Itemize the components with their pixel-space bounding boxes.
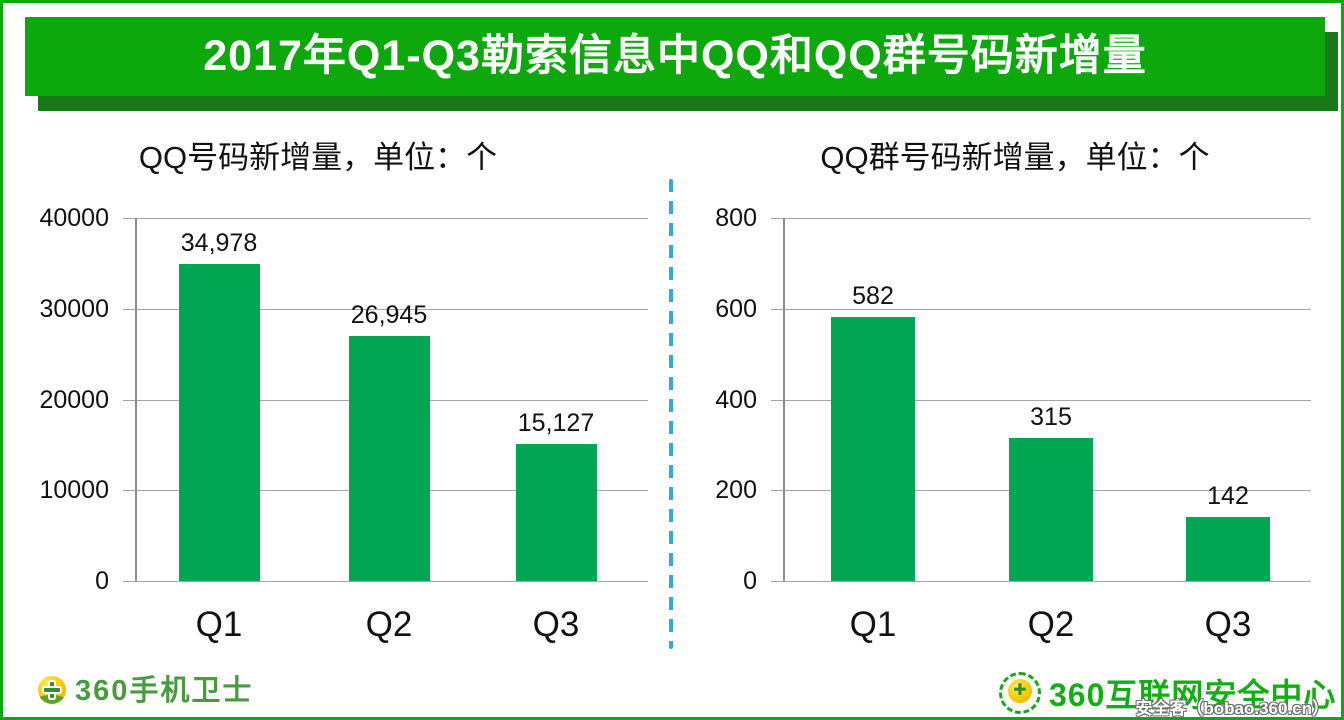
y-axis-tick-label: 400 [715, 385, 757, 414]
left-chart-title: QQ号码新增量，单位：个 [138, 140, 498, 175]
y-axis-tick-label: 200 [715, 476, 757, 505]
360-internet-security-center-wordmark: 360互联网安全中心 [1049, 677, 1337, 713]
wreath-ball-icon: ✚ [1008, 679, 1032, 703]
360-mobile-guard-wordmark: 360手机卫士 [75, 675, 254, 707]
gridline [771, 581, 1311, 582]
y-axis-tick-label: 20000 [39, 385, 109, 414]
x-axis-label: Q1 [849, 605, 897, 644]
y-axis-tick-label: 30000 [39, 294, 109, 323]
x-axis-label: Q1 [195, 605, 243, 644]
y-axis-tick-label: 800 [715, 204, 757, 232]
logo-cross-icon [44, 688, 60, 692]
right-chart-title: QQ群号码新增量，单位：个 [820, 140, 1210, 175]
x-axis-label: Q2 [365, 605, 413, 644]
gridline [771, 399, 1311, 401]
bar-value-label: 142 [1207, 481, 1249, 510]
gridline [771, 218, 1311, 219]
y-axis-line [783, 218, 785, 581]
gridline [123, 581, 648, 582]
bar-value-label: 34,978 [180, 228, 258, 257]
bar-value-label: 582 [852, 281, 894, 310]
page-title: 2017年Q1-Q3勒索信息中QQ和QQ群号码新增量 [203, 32, 1147, 80]
watermark-text: 安全客（bobao.360.cn） [1135, 699, 1329, 718]
bar-q1 [831, 316, 915, 581]
logo-swoosh [38, 695, 66, 704]
bar-q3 [1186, 516, 1270, 581]
y-axis-tick-label: 40000 [39, 204, 109, 232]
gridline [123, 218, 648, 219]
y-axis-tick-label: 0 [95, 567, 109, 595]
gridline [123, 308, 648, 310]
bar-q1 [178, 263, 260, 581]
bar-q2 [1009, 438, 1093, 581]
y-axis-line [135, 218, 137, 581]
y-axis-tick-label: 0 [743, 567, 757, 595]
bar-value-label: 15,127 [517, 408, 595, 437]
title-banner: 2017年Q1-Q3勒索信息中QQ和QQ群号码新增量 [25, 17, 1325, 96]
vertical-dashed-divider [669, 179, 673, 649]
gridline [771, 308, 1311, 310]
y-axis-tick-label: 600 [715, 294, 757, 323]
bar-value-label: 26,945 [350, 301, 428, 330]
360-security-center-emblem-icon: ✚ [998, 671, 1042, 715]
bar-q3 [515, 443, 597, 581]
x-axis-label: Q3 [1204, 605, 1252, 644]
360-mobile-guard-logo-icon [38, 676, 66, 704]
wreath-ring-icon [999, 672, 1041, 714]
bar-q2 [348, 336, 430, 581]
x-axis-label: Q3 [532, 605, 580, 644]
x-axis-label: Q2 [1027, 605, 1075, 644]
y-axis-tick-label: 10000 [39, 476, 109, 505]
bar-value-label: 315 [1030, 403, 1072, 432]
